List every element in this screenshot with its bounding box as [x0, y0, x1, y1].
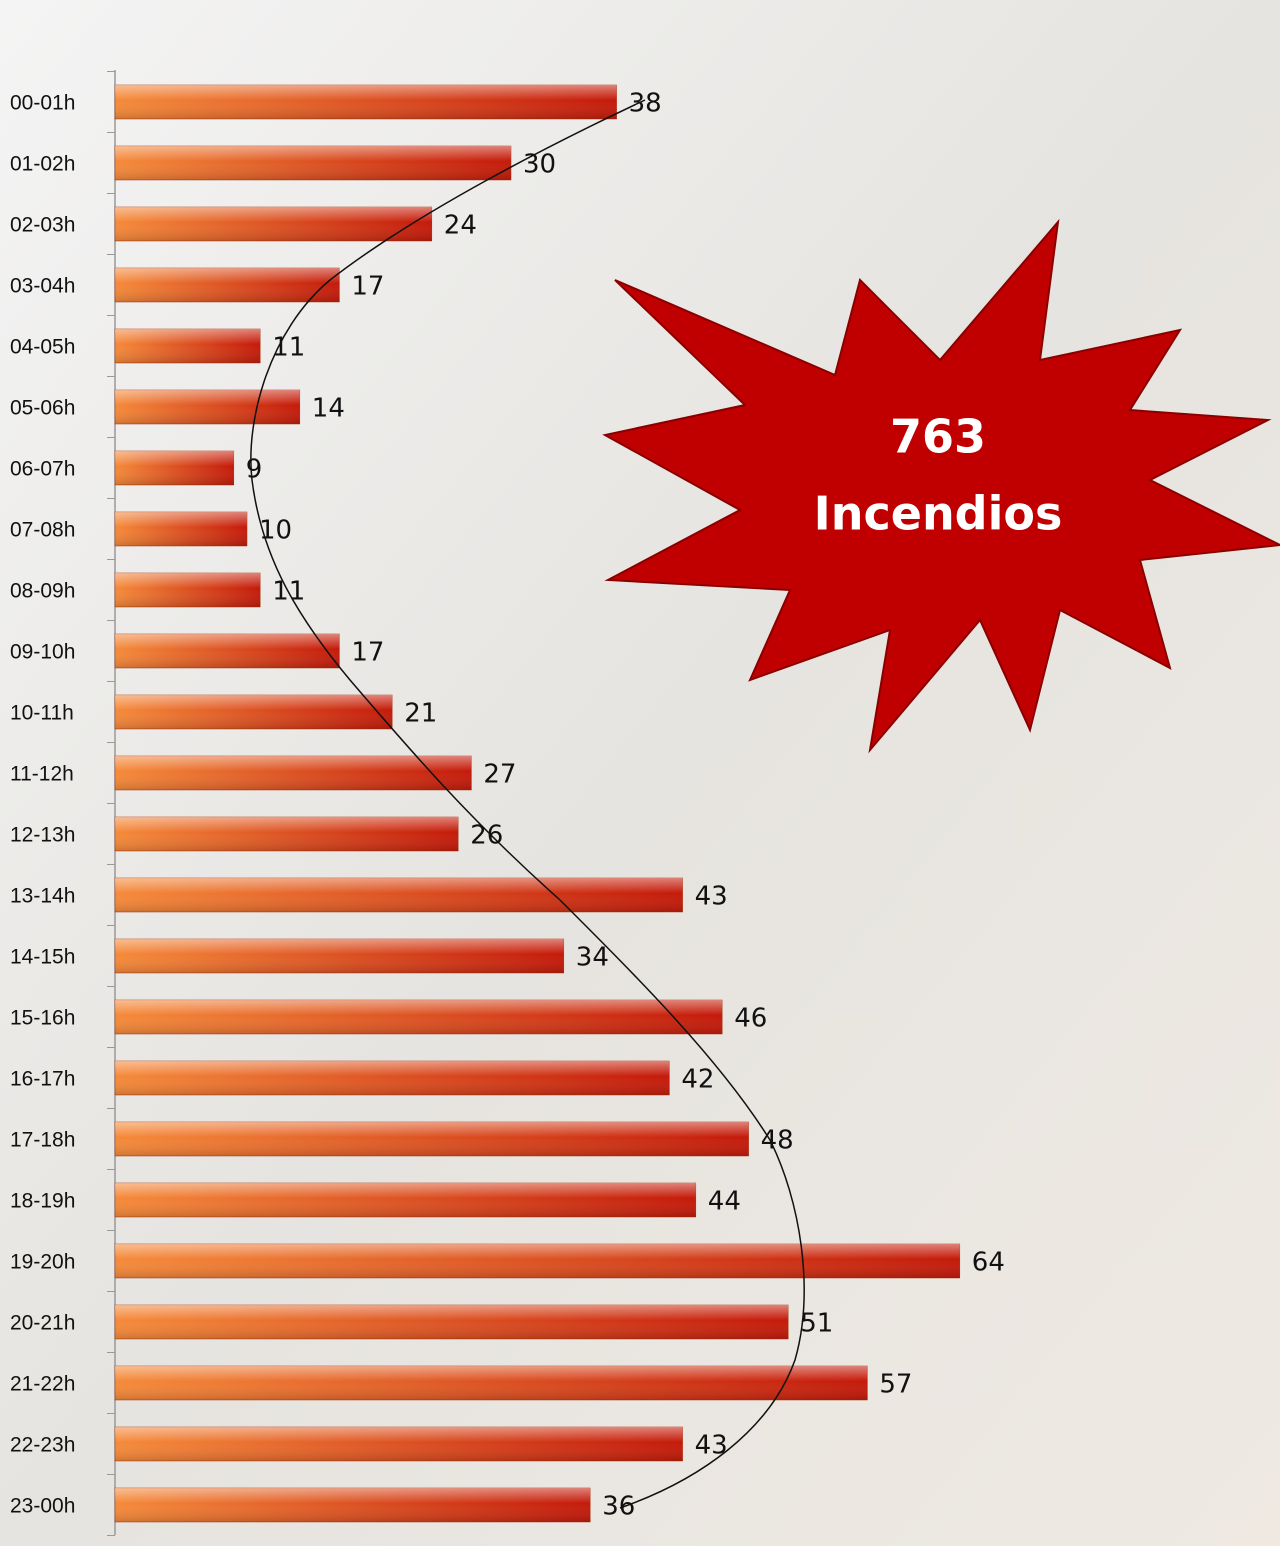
y-tick-label: 15-16h [10, 1007, 75, 1030]
y-tick-label: 07-08h [10, 519, 75, 542]
bar-shine [115, 756, 472, 790]
y-tick-label: 04-05h [10, 336, 75, 359]
value-label: 27 [483, 760, 516, 790]
bar-shine [115, 1366, 868, 1400]
y-tick-label: 21-22h [10, 1373, 75, 1396]
y-tick-label: 19-20h [10, 1251, 75, 1274]
bars: 00-01h 38 01-02h 30 02-03h 24 03-04h 17 04-05h 11… [10, 71, 1005, 1536]
y-tick-label: 18-19h [10, 1190, 75, 1213]
starburst [602, 218, 1280, 754]
value-label: 17 [351, 638, 384, 668]
value-label: 17 [351, 272, 384, 302]
bar-shine [115, 878, 683, 912]
value-label: 43 [695, 882, 728, 912]
value-label: 48 [761, 1126, 794, 1156]
bar-shine [115, 1183, 696, 1217]
annotation-text: Incendios [814, 487, 1063, 541]
bar-shine [115, 146, 511, 180]
y-tick-label: 11-12h [10, 763, 74, 786]
bar-shine [115, 1427, 683, 1461]
y-tick-label: 01-02h [10, 153, 75, 176]
bar-shine [115, 1061, 670, 1095]
y-tick-label: 23-00h [10, 1495, 75, 1518]
value-label: 21 [404, 699, 437, 729]
y-tick-label: 14-15h [10, 946, 75, 969]
bar-shine [115, 390, 300, 424]
value-label: 34 [576, 943, 609, 973]
y-tick-label: 12-13h [10, 824, 75, 847]
bar-shine [115, 817, 459, 851]
bar-shine [115, 207, 432, 241]
annotation-number: 763 [890, 410, 986, 464]
bar-shine [115, 329, 261, 363]
bar-shine [115, 268, 340, 302]
value-label: 30 [523, 150, 556, 180]
y-tick-label: 02-03h [10, 214, 75, 237]
bar-shine [115, 1488, 591, 1522]
bar-shine [115, 1122, 749, 1156]
bar-shine [115, 1000, 723, 1034]
bar-shine [115, 512, 247, 546]
value-label: 64 [972, 1248, 1005, 1278]
value-label: 26 [470, 821, 503, 851]
y-tick-label: 10-11h [10, 702, 74, 725]
bar-shine [115, 85, 617, 119]
value-label: 43 [695, 1431, 728, 1461]
y-tick-label: 17-18h [10, 1129, 75, 1152]
value-label: 38 [629, 89, 662, 119]
y-tick-label: 06-07h [10, 458, 75, 481]
value-label: 57 [879, 1370, 912, 1400]
y-tick-label: 09-10h [10, 641, 75, 664]
value-label: 10 [259, 516, 292, 546]
y-tick-label: 00-01h [10, 92, 75, 115]
y-tick-label: 08-09h [10, 580, 75, 603]
value-label: 44 [708, 1187, 741, 1217]
y-tick-label: 16-17h [10, 1068, 75, 1091]
value-label: 24 [444, 211, 477, 241]
y-tick-label: 05-06h [10, 397, 75, 420]
bar-shine [115, 939, 564, 973]
value-label: 46 [734, 1004, 767, 1034]
y-tick-label: 20-21h [10, 1312, 75, 1335]
bar-shine [115, 451, 234, 485]
y-tick-label: 13-14h [10, 885, 75, 908]
y-tick-label: 22-23h [10, 1434, 75, 1457]
bar-shine [115, 573, 261, 607]
bar-shine [115, 634, 340, 668]
value-label: 42 [681, 1065, 714, 1095]
value-label: 36 [602, 1492, 635, 1522]
bar-shine [115, 695, 393, 729]
value-label: 51 [800, 1309, 833, 1339]
trend-line [250, 99, 805, 1509]
bar-shine [115, 1244, 960, 1278]
y-tick-label: 03-04h [10, 275, 75, 298]
value-label: 14 [312, 394, 345, 424]
value-label: 9 [246, 455, 263, 485]
bar-shine [115, 1305, 789, 1339]
